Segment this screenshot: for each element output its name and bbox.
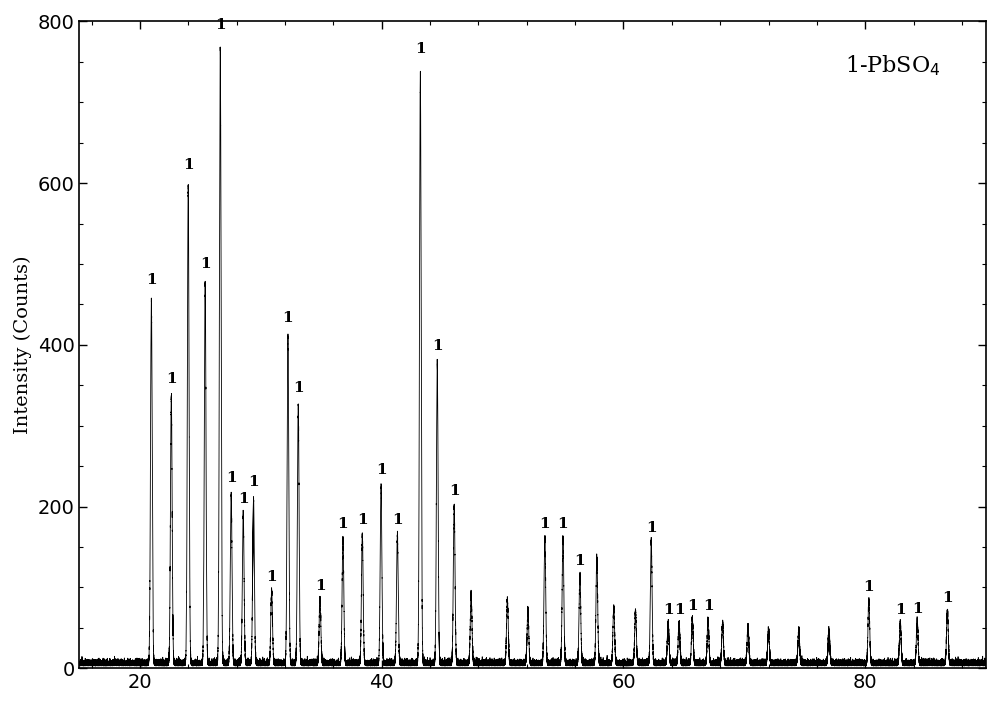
Text: 1-PbSO$_4$: 1-PbSO$_4$ [845,54,941,78]
Text: 1: 1 [293,381,304,395]
Text: 1: 1 [226,472,236,485]
Text: 1: 1 [646,521,657,535]
Text: 1: 1 [338,517,348,531]
Text: 1: 1 [266,570,277,585]
Text: 1: 1 [864,580,874,594]
Text: 1: 1 [558,517,568,531]
Text: 1: 1 [283,311,293,325]
Text: 1: 1 [674,604,684,617]
Text: 1: 1 [200,257,210,271]
Text: 1: 1 [449,484,460,498]
Text: 1: 1 [895,604,906,617]
Text: 1: 1 [415,42,426,56]
Text: 1: 1 [315,579,325,592]
Text: 1: 1 [540,517,550,531]
Text: 1: 1 [215,18,226,32]
Text: 1: 1 [942,591,953,605]
Text: 1: 1 [703,599,713,614]
Text: 1: 1 [432,340,443,354]
Text: 1: 1 [663,604,673,617]
Text: 1: 1 [392,513,403,527]
Text: 1: 1 [912,602,923,616]
Text: 1: 1 [357,513,368,527]
Text: 1: 1 [238,492,249,506]
Text: 1: 1 [376,463,386,477]
Text: 1: 1 [575,554,585,568]
Text: 1: 1 [146,273,157,287]
Text: 1: 1 [166,372,177,386]
Text: 1: 1 [248,475,259,489]
Text: 1: 1 [183,158,194,172]
Text: 1: 1 [687,599,698,614]
Y-axis label: Intensity (Counts): Intensity (Counts) [14,256,32,434]
